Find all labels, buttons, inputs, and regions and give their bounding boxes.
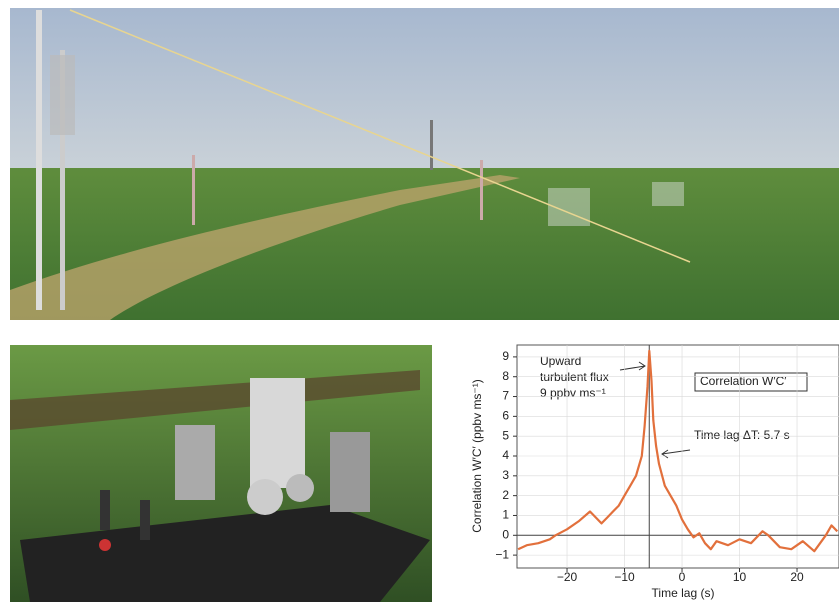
y-tick-label: 4 xyxy=(502,448,509,462)
y-tick-label: 1 xyxy=(502,508,509,522)
annotation: Correlation W′C′ xyxy=(700,374,787,388)
annotation: Upward xyxy=(540,354,581,368)
y-tick-label: 0 xyxy=(502,527,509,541)
x-axis-title: Time lag (s) xyxy=(652,586,715,600)
x-tick-label: 10 xyxy=(733,570,747,584)
x-tick-label: 20 xyxy=(790,570,804,584)
y-axis-title: Correlation W′C′ (ppbv ms⁻¹) xyxy=(470,379,484,533)
y-tick-label: 6 xyxy=(502,409,509,423)
annotation: Time lag ΔT: 5.7 s xyxy=(694,428,790,442)
x-tick-label: 0 xyxy=(679,570,686,584)
instrument-photo xyxy=(10,345,432,602)
annotation: turbulent flux xyxy=(540,370,609,384)
y-tick-label: 9 xyxy=(502,349,509,363)
y-tick-label: 2 xyxy=(502,488,509,502)
y-tick-label: 3 xyxy=(502,468,509,482)
field-photo xyxy=(10,8,839,320)
y-tick-label: −1 xyxy=(495,547,509,561)
figure: Correlation W′C′ (ppbv ms⁻¹) Time lag (s… xyxy=(0,0,839,602)
x-tick-label: −10 xyxy=(614,570,635,584)
y-tick-label: 8 xyxy=(502,369,509,383)
x-tick-label: −20 xyxy=(557,570,578,584)
y-tick-label: 5 xyxy=(502,428,509,442)
y-tick-label: 7 xyxy=(502,389,509,403)
annotation: 9 ppbv ms⁻¹ xyxy=(540,386,606,400)
chart: Correlation W′C′ (ppbv ms⁻¹) Time lag (s… xyxy=(470,345,839,600)
